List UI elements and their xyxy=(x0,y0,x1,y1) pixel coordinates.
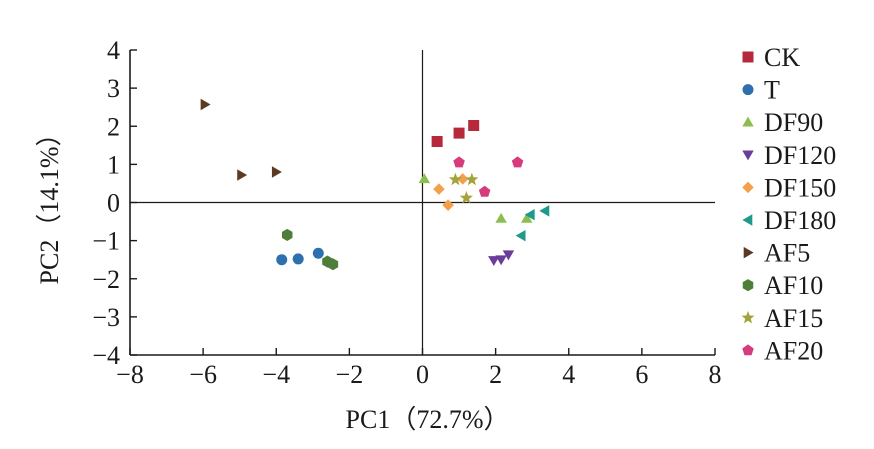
point-af20 xyxy=(478,185,491,197)
point-af5 xyxy=(200,98,211,111)
y-tick-label: 1 xyxy=(107,150,120,179)
point-df180 xyxy=(539,205,550,217)
legend-label: CK xyxy=(764,43,800,72)
point-df90 xyxy=(520,212,533,223)
legend-item-af20: AF20 xyxy=(742,336,823,365)
x-tick-label: 4 xyxy=(562,360,575,389)
point-df120 xyxy=(495,255,507,266)
legend-marker-ck xyxy=(742,51,754,63)
y-tick-label: −2 xyxy=(92,265,120,294)
legend: CK T DF90 DF120 DF150 DF180 AF5 AF10 AF15 AF20 xyxy=(741,43,836,365)
x-tick-label: −6 xyxy=(189,360,217,389)
point-af15 xyxy=(465,172,479,186)
point-af5 xyxy=(271,166,282,178)
legend-item-ck: CK xyxy=(742,43,800,72)
legend-marker-df180 xyxy=(742,214,753,226)
point-df90 xyxy=(495,212,507,223)
point-df150 xyxy=(433,183,445,195)
point-af20 xyxy=(453,156,465,168)
point-af15 xyxy=(448,172,462,186)
y-axis-title: PC2（14.1%） xyxy=(35,121,64,285)
legend-item-df120: DF120 xyxy=(742,141,836,170)
x-tick-label: 2 xyxy=(489,360,502,389)
legend-marker-df120 xyxy=(742,150,754,161)
legend-label: T xyxy=(764,76,780,105)
y-tick-label: 4 xyxy=(107,36,120,65)
x-tick-label: −8 xyxy=(116,360,144,389)
legend-marker-t xyxy=(742,84,754,96)
legend-item-df180: DF180 xyxy=(742,206,836,235)
x-tick-label: −2 xyxy=(336,360,364,389)
legend-label: DF150 xyxy=(764,173,836,202)
y-tick-label: −3 xyxy=(92,303,120,332)
y-tick-label: 3 xyxy=(107,74,120,103)
legend-marker-af10 xyxy=(742,279,754,292)
legend-label: AF20 xyxy=(764,336,823,365)
point-df150 xyxy=(442,199,454,211)
point-ck xyxy=(431,136,443,147)
legend-marker-af20 xyxy=(742,344,754,356)
legend-label: AF5 xyxy=(764,239,810,268)
legend-item-af10: AF10 xyxy=(742,271,823,300)
legend-label: DF120 xyxy=(764,141,836,170)
point-df180 xyxy=(524,208,535,221)
point-ck xyxy=(453,127,465,139)
legend-marker-af5 xyxy=(743,246,754,259)
legend-marker-df90 xyxy=(742,116,754,127)
point-df120 xyxy=(502,250,515,261)
legend-label: AF15 xyxy=(764,304,823,333)
legend-marker-af15 xyxy=(741,310,755,324)
point-t xyxy=(276,254,288,266)
x-tick-label: 6 xyxy=(635,360,648,389)
legend-item-af5: AF5 xyxy=(743,239,810,268)
legend-label: DF90 xyxy=(764,108,823,137)
legend-item-af15: AF15 xyxy=(741,304,823,333)
point-af10 xyxy=(281,228,293,241)
point-af15 xyxy=(459,191,473,204)
point-t xyxy=(312,247,324,259)
point-t xyxy=(292,253,304,265)
axes xyxy=(129,50,715,356)
legend-label: AF10 xyxy=(764,271,823,300)
y-tick-label: −4 xyxy=(92,341,120,370)
point-af10 xyxy=(327,258,339,271)
point-df90 xyxy=(418,173,431,184)
x-axis-title: PC1（72.7%） xyxy=(346,405,510,434)
point-df120 xyxy=(488,256,500,267)
point-af5 xyxy=(237,169,248,181)
y-tick-label: 2 xyxy=(107,112,120,141)
point-df180 xyxy=(515,229,526,242)
x-tick-label: 8 xyxy=(709,360,722,389)
x-tick-label: −4 xyxy=(262,360,290,389)
legend-marker-df150 xyxy=(742,181,754,194)
y-tick-label: −1 xyxy=(92,227,120,256)
legend-item-df90: DF90 xyxy=(742,108,823,137)
point-af20 xyxy=(511,156,524,168)
data-points xyxy=(200,98,550,271)
legend-label: DF180 xyxy=(764,206,836,235)
point-df150 xyxy=(456,173,469,185)
axis-ticks: −8 −6 −4 −2 0 2 4 6 8 −4 −3 −2 −1 0 1 2 3 4 xyxy=(92,36,721,389)
point-ck xyxy=(468,119,480,131)
y-tick-label: 0 xyxy=(107,189,120,218)
x-tick-label: 0 xyxy=(416,360,429,389)
legend-item-t: T xyxy=(742,76,780,105)
legend-item-df150: DF150 xyxy=(742,173,836,202)
